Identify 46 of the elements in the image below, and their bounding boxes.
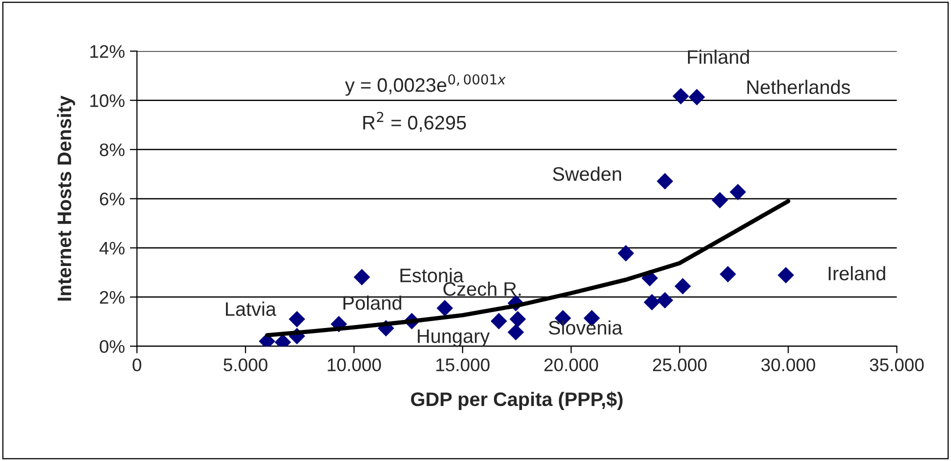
annotation: Netherlands [747, 80, 850, 94]
point [672, 88, 689, 104]
point [730, 184, 746, 200]
annotation: Slovenia [548, 320, 623, 335]
x-tick-label: 0 [132, 358, 142, 372]
y-tick-label: 2% [100, 290, 124, 304]
y-tick-label: 4% [99, 242, 124, 255]
point [712, 192, 728, 208]
point [720, 266, 736, 282]
annotation: R$^{2}$ = 0,6295 [363, 112, 466, 132]
annotation: y = 0,0023e$^{0,0001x}$ [345, 74, 506, 96]
annotation: Poland [344, 296, 402, 310]
annotation: Ireland [828, 266, 886, 280]
point [618, 245, 634, 262]
point [508, 324, 524, 340]
point [656, 292, 674, 308]
point [354, 268, 370, 286]
annotation: Sweden [552, 166, 622, 181]
point [688, 88, 706, 106]
annotation: Latvia [226, 302, 276, 316]
x-tick-label: 25.000 [652, 358, 707, 372]
y-tick-label: 12% [90, 45, 124, 58]
y-tick-label: 0% [100, 340, 124, 353]
annotation: Estonia [400, 268, 464, 282]
point [490, 312, 508, 330]
x-tick-label: 5.000 [224, 358, 268, 372]
x-tick-label: 35.000 [870, 358, 924, 372]
annotation: Finland [688, 50, 749, 64]
point [288, 310, 306, 328]
x-tick-label: 20.000 [544, 358, 598, 372]
point [510, 310, 526, 328]
y-tick-label: 8% [100, 143, 124, 156]
y-tick-label: 6% [100, 192, 124, 206]
point [778, 266, 794, 284]
x-tick-label: 30.000 [761, 358, 816, 372]
annotation: Czech R. [443, 282, 521, 296]
point [644, 294, 660, 310]
y-tick-label: 10% [90, 94, 124, 108]
y-axis-title: Internet Hosts Density [56, 96, 76, 301]
point [656, 173, 674, 190]
x-tick-label: 15.000 [436, 358, 490, 372]
x-tick-label: 10.000 [328, 358, 381, 372]
point [436, 300, 454, 316]
point [674, 278, 691, 294]
annotation: Hungary [418, 329, 490, 347]
x-axis-title: GDP per Capita (PPP,$) [411, 392, 623, 410]
